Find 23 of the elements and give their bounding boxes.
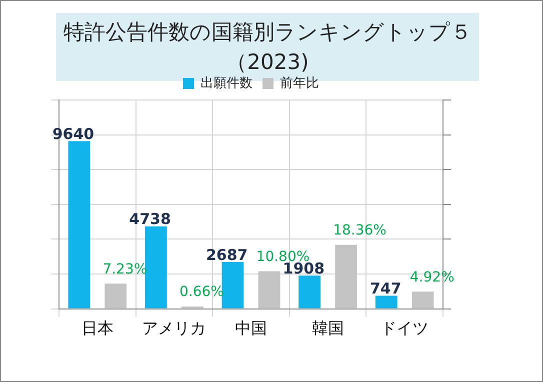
x-tick-label: 中国 xyxy=(235,318,267,338)
bar xyxy=(298,276,321,308)
x-tick-label: 韓国 xyxy=(312,318,344,338)
legend-label: 前年比 xyxy=(280,76,319,91)
legend-label: 出願件数 xyxy=(200,76,252,91)
bar xyxy=(145,226,167,308)
bar xyxy=(68,141,90,308)
chart-title: 特許公告件数の国籍別ランキングトップ５（2023) xyxy=(62,19,472,76)
data-label: 18.36% xyxy=(333,222,386,239)
data-label: 4.92% xyxy=(410,269,454,286)
data-label: 2687 xyxy=(206,246,248,264)
bar xyxy=(335,244,357,308)
x-tick-label: ドイツ xyxy=(380,318,429,338)
data-label: 4738 xyxy=(129,210,171,228)
bar xyxy=(104,284,127,308)
bar xyxy=(412,292,434,308)
bar xyxy=(258,271,280,308)
data-label: 747 xyxy=(370,280,402,298)
bar xyxy=(222,262,244,308)
x-tick-label: アメリカ xyxy=(142,318,206,338)
bar xyxy=(375,296,398,308)
x-tick-label: 日本 xyxy=(81,318,114,338)
data-label: 9640 xyxy=(52,124,94,143)
